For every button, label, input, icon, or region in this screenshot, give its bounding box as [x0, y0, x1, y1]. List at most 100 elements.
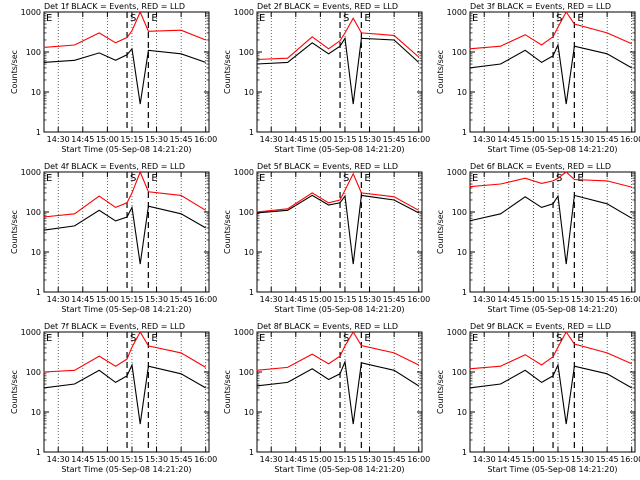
x-tick-label: 16:00 [194, 455, 217, 464]
y-tick-label: 10 [244, 248, 254, 257]
y-tick-label: 1 [36, 288, 41, 297]
y-tick-label: 10 [457, 248, 467, 257]
x-tick-label: 15:45 [383, 135, 406, 144]
x-tick-label: 14:30 [260, 455, 283, 464]
x-tick-label: 15:00 [309, 455, 332, 464]
x-tick-label: 15:30 [145, 455, 168, 464]
detector-panel: Det 7f BLACK = Events, RED = LLD 1 10 100 10… [0, 320, 217, 480]
x-tick-label: 15:00 [96, 135, 119, 144]
y-tick-label: 1 [462, 448, 467, 457]
interval-marker-label: S [556, 333, 562, 344]
x-tick-label: 15:45 [383, 455, 406, 464]
x-axis-label: Start Time (05-Sep-08 14:21:20) [274, 305, 404, 314]
y-tick-label: 100 [239, 368, 254, 377]
x-tick-label: 15:00 [96, 295, 119, 304]
x-tick-label: 15:30 [571, 455, 594, 464]
interval-marker-label: E [259, 333, 265, 344]
x-tick-label: 15:45 [596, 455, 619, 464]
interval-marker-label: S [343, 333, 349, 344]
interval-marker-label: S [130, 173, 136, 184]
x-tick-label: 15:15 [333, 295, 356, 304]
counts-chart: Det 2f BLACK = Events, RED = LLD 1 10 100 10… [223, 2, 430, 154]
interval-marker-label: E [577, 13, 583, 24]
series-line-events [469, 363, 632, 425]
x-tick-label: 14:45 [284, 135, 307, 144]
x-tick-label: 14:45 [284, 455, 307, 464]
y-tick-label: 10 [457, 88, 467, 97]
series-line-events [256, 194, 419, 265]
y-tick-label: 100 [239, 208, 254, 217]
x-tick-label: 14:30 [260, 135, 283, 144]
y-tick-label: 100 [26, 48, 41, 57]
x-tick-label: 15:15 [333, 455, 356, 464]
series-line-lld [43, 330, 206, 373]
series-line-events [256, 36, 420, 105]
y-tick-label: 10 [457, 408, 467, 417]
x-axis-label: Start Time (05-Sep-08 14:21:20) [487, 465, 617, 474]
series-line-lld [256, 330, 419, 371]
y-axis-label: Counts/sec [223, 210, 232, 254]
interval-marker-label: E [364, 333, 370, 344]
series-line-lld [469, 330, 632, 370]
x-tick-label: 15:45 [170, 135, 193, 144]
series-line-lld [43, 10, 206, 48]
chart-title: Det 6f BLACK = Events, RED = LLD [470, 162, 611, 171]
x-tick-label: 15:00 [522, 295, 545, 304]
counts-chart: Det 3f BLACK = Events, RED = LLD 1 10 100 10… [436, 2, 640, 154]
x-tick-label: 14:45 [497, 295, 520, 304]
x-tick-label: 14:30 [47, 455, 70, 464]
x-tick-label: 14:30 [260, 295, 283, 304]
x-axis-label: Start Time (05-Sep-08 14:21:20) [61, 305, 191, 314]
y-axis-label: Counts/sec [223, 50, 232, 94]
x-tick-label: 15:45 [170, 295, 193, 304]
series-line-lld [256, 17, 420, 61]
y-axis-label: Counts/sec [223, 370, 232, 414]
interval-marker-label: E [151, 333, 157, 344]
interval-marker-label: S [343, 13, 349, 24]
interval-marker-label: E [472, 333, 478, 344]
counts-chart: Det 6f BLACK = Events, RED = LLD 1 10 100 10… [436, 162, 640, 314]
x-tick-label: 15:30 [358, 295, 381, 304]
x-tick-label: 14:30 [473, 135, 496, 144]
y-tick-label: 10 [31, 88, 41, 97]
x-tick-label: 15:30 [358, 135, 381, 144]
chart-title: Det 4f BLACK = Events, RED = LLD [44, 162, 185, 171]
interval-marker-label: S [556, 173, 562, 184]
x-tick-label: 15:15 [120, 295, 143, 304]
x-tick-label: 15:30 [145, 295, 168, 304]
interval-marker-label: E [577, 333, 583, 344]
y-tick-label: 100 [26, 208, 41, 217]
y-tick-label: 10 [31, 408, 41, 417]
y-tick-label: 100 [452, 208, 467, 217]
interval-marker-label: E [151, 173, 157, 184]
counts-chart: Det 9f BLACK = Events, RED = LLD 1 10 100 10… [436, 322, 640, 474]
y-tick-label: 1000 [447, 8, 467, 17]
series-line-lld [469, 171, 632, 188]
y-tick-label: 1000 [447, 328, 467, 337]
x-tick-label: 15:15 [120, 455, 143, 464]
x-tick-label: 15:15 [546, 455, 569, 464]
series-line-events [469, 43, 632, 105]
y-tick-label: 1 [249, 128, 254, 137]
x-tick-label: 14:30 [473, 295, 496, 304]
interval-marker-label: S [130, 13, 136, 24]
detector-panel: Det 8f BLACK = Events, RED = LLD 1 10 100 10… [213, 320, 430, 480]
series-line-lld [256, 172, 419, 213]
detector-panel: Det 9f BLACK = Events, RED = LLD 1 10 100 10… [426, 320, 640, 480]
x-tick-label: 16:00 [407, 455, 430, 464]
detector-panel: Det 4f BLACK = Events, RED = LLD 1 10 100 10… [0, 160, 217, 320]
y-tick-label: 1 [462, 128, 467, 137]
x-tick-label: 14:45 [71, 455, 94, 464]
chart-title: Det 2f BLACK = Events, RED = LLD [257, 2, 398, 11]
x-tick-label: 15:30 [145, 135, 168, 144]
x-tick-label: 14:45 [497, 135, 520, 144]
chart-title: Det 9f BLACK = Events, RED = LLD [470, 322, 611, 331]
interval-marker-label: E [364, 173, 370, 184]
chart-title: Det 5f BLACK = Events, RED = LLD [257, 162, 398, 171]
series-line-events [469, 194, 632, 265]
x-tick-label: 14:45 [71, 135, 94, 144]
series-line-lld [469, 10, 632, 50]
y-tick-label: 1 [36, 128, 41, 137]
x-tick-label: 16:00 [620, 135, 640, 144]
y-tick-label: 100 [452, 368, 467, 377]
